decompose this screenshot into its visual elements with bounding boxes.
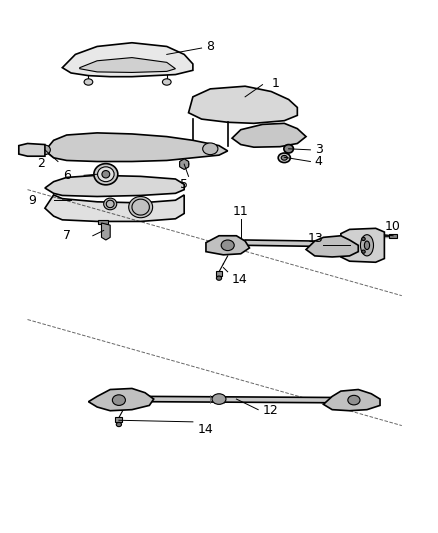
Ellipse shape: [39, 145, 50, 155]
Polygon shape: [206, 236, 250, 255]
Text: 9: 9: [28, 193, 36, 207]
Polygon shape: [323, 390, 380, 411]
Ellipse shape: [362, 237, 365, 240]
Text: 1: 1: [271, 77, 279, 90]
Text: 2: 2: [37, 157, 45, 169]
Ellipse shape: [116, 422, 121, 426]
Ellipse shape: [362, 250, 365, 253]
Ellipse shape: [84, 79, 93, 85]
Polygon shape: [62, 43, 193, 77]
Ellipse shape: [180, 160, 188, 168]
Ellipse shape: [98, 167, 114, 182]
Text: 4: 4: [315, 155, 323, 168]
Ellipse shape: [237, 134, 245, 142]
Text: 14: 14: [197, 423, 213, 436]
Text: 12: 12: [262, 404, 278, 417]
Bar: [215, 271, 223, 276]
Polygon shape: [88, 389, 154, 411]
Polygon shape: [19, 143, 45, 156]
Text: 10: 10: [385, 220, 400, 233]
Ellipse shape: [203, 143, 218, 155]
Polygon shape: [45, 175, 184, 197]
Ellipse shape: [129, 197, 152, 217]
Ellipse shape: [360, 235, 374, 256]
Ellipse shape: [212, 394, 226, 405]
Text: 7: 7: [63, 229, 71, 242]
Ellipse shape: [113, 395, 125, 406]
Ellipse shape: [94, 164, 118, 185]
Polygon shape: [102, 223, 110, 240]
Text: 11: 11: [233, 205, 249, 217]
Text: 13: 13: [308, 232, 323, 245]
Text: 8: 8: [206, 41, 214, 53]
Ellipse shape: [281, 156, 287, 160]
Ellipse shape: [348, 395, 360, 405]
Text: 14: 14: [232, 273, 248, 286]
Text: 6: 6: [63, 169, 71, 182]
Ellipse shape: [284, 144, 293, 153]
Polygon shape: [341, 228, 385, 262]
Polygon shape: [45, 133, 228, 161]
Ellipse shape: [162, 79, 171, 85]
Polygon shape: [45, 195, 184, 221]
Text: 3: 3: [315, 143, 323, 156]
Bar: [389, 233, 396, 238]
Ellipse shape: [364, 241, 370, 249]
Ellipse shape: [221, 240, 234, 251]
Ellipse shape: [102, 171, 110, 178]
Polygon shape: [232, 123, 306, 147]
Polygon shape: [80, 58, 176, 72]
Ellipse shape: [278, 153, 290, 163]
Bar: [116, 417, 122, 422]
Polygon shape: [188, 86, 297, 123]
Text: 5: 5: [180, 179, 188, 191]
Ellipse shape: [216, 276, 222, 280]
Polygon shape: [306, 236, 358, 257]
Bar: [99, 220, 108, 224]
Ellipse shape: [23, 146, 32, 154]
Polygon shape: [180, 159, 189, 169]
Ellipse shape: [104, 198, 117, 210]
Ellipse shape: [276, 136, 284, 144]
